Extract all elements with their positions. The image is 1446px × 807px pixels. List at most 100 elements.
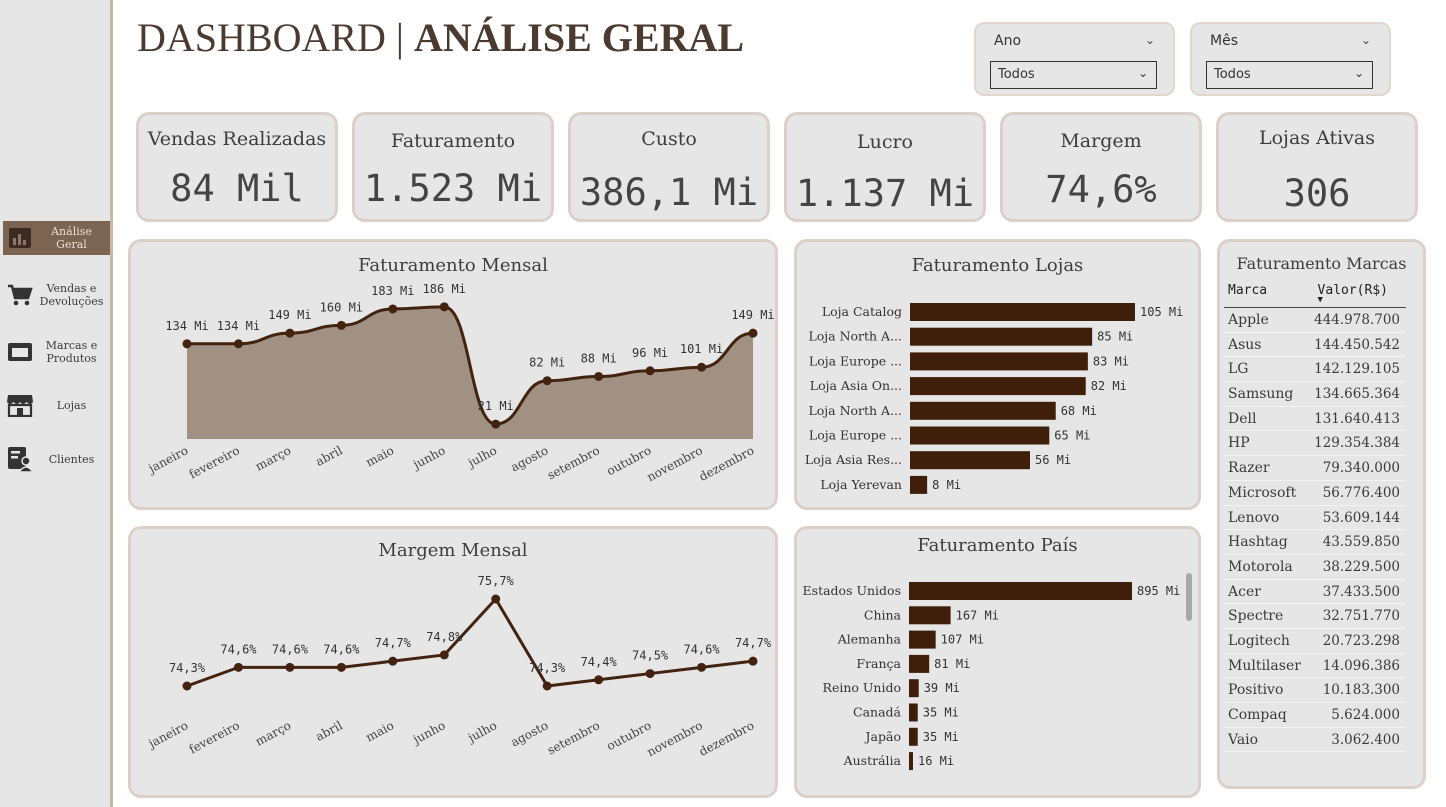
data-label: 74,7% <box>735 636 772 650</box>
brand-value-cell: 131.640.413 <box>1314 410 1400 427</box>
table-row[interactable]: Vaio 3.062.400 <box>1224 728 1406 753</box>
column-header-label: Valor(R$) <box>1317 283 1388 298</box>
table-row[interactable]: Lenovo 53.609.144 <box>1224 506 1406 531</box>
brand-name-cell: LG <box>1228 361 1249 378</box>
chart-faturamento-lojas: Faturamento Lojas Loja Catalog 105 Mi Loja… <box>797 242 1198 507</box>
column-header-marca[interactable]: Marca <box>1228 283 1268 298</box>
scrollbar[interactable] <box>1186 573 1192 621</box>
bar <box>909 654 930 673</box>
bar <box>909 679 919 698</box>
table-row[interactable]: Logitech 20.723.298 <box>1224 629 1406 654</box>
table-row[interactable]: Razer 79.340.000 <box>1224 456 1406 481</box>
brand-name-cell: Logitech <box>1228 632 1290 649</box>
x-tick-label: novembro <box>645 443 705 484</box>
kpi-vendas-realizadas: Vendas Realizadas 84 Mil <box>139 115 335 219</box>
sidebar-item-label: Clientes <box>48 452 95 466</box>
data-label: 74,7% <box>375 636 412 650</box>
brand-value-cell: 43.559.850 <box>1322 534 1400 551</box>
x-tick-label: abril <box>313 443 345 469</box>
chevron-down-icon[interactable]: ⌄ <box>1144 33 1155 47</box>
table-row[interactable]: Motorola 38.229.500 <box>1224 555 1406 580</box>
data-label: 85 Mi <box>1097 330 1133 344</box>
table-row[interactable]: Positivo 10.183.300 <box>1224 678 1406 703</box>
page-title-prefix: DASHBOARD | <box>137 15 414 60</box>
table-row[interactable]: Samsung 134.665.364 <box>1224 382 1406 407</box>
category-label: Alemanha <box>837 632 902 647</box>
data-point <box>748 328 758 338</box>
category-label: Reino Unido <box>823 680 901 695</box>
chart-faturamento-pais: Faturamento País Estados Unidos 895 Mi Chi… <box>797 529 1198 795</box>
bar <box>910 401 1056 420</box>
bar-chart-icon <box>3 228 37 248</box>
sidebar-item-clientes[interactable]: Clientes <box>3 442 110 476</box>
data-point <box>542 681 552 691</box>
filter-mes-select[interactable]: Todos ⌄ <box>1206 61 1373 89</box>
data-label: 101 Mi <box>680 342 723 356</box>
margem-mensal-plot: 74,3% janeiro 74,6% fevereiro 74,6% março 74,6… <box>145 574 772 759</box>
table-row[interactable]: Asus 144.450.542 <box>1224 333 1406 358</box>
kpi-custo: Custo 386,1 Mi <box>571 115 767 219</box>
filter-value: Todos <box>1214 67 1251 82</box>
data-label: 74,6% <box>323 642 360 656</box>
chevron-down-icon[interactable]: ⌄ <box>1360 33 1371 47</box>
table-row[interactable]: LG 142.129.105 <box>1224 357 1406 383</box>
table-row[interactable]: Multilaser 14.096.386 <box>1224 654 1406 679</box>
x-tick-label: maio <box>364 718 397 744</box>
chevron-down-icon: ⌄ <box>1137 66 1148 80</box>
data-label: 35 Mi <box>923 706 959 720</box>
table-row[interactable]: HP 129.354.384 <box>1224 431 1406 457</box>
bar <box>910 352 1088 371</box>
filter-ano[interactable]: Ano ⌄ Todos ⌄ <box>976 24 1173 94</box>
category-label: Loja Yerevan <box>820 477 902 492</box>
data-point <box>439 302 449 312</box>
table-row[interactable]: Microsoft 56.776.400 <box>1224 481 1406 506</box>
data-label: 74,3% <box>169 661 206 675</box>
table-row[interactable]: Dell 131.640.413 <box>1224 407 1406 432</box>
kpi-label: Margem <box>1060 130 1142 152</box>
category-label: Loja North A... <box>808 403 902 418</box>
x-tick-label: maio <box>364 443 397 469</box>
brand-name-cell: Lenovo <box>1228 509 1280 526</box>
kpi-label: Lucro <box>856 131 914 153</box>
table-row[interactable]: Acer 37.433.500 <box>1224 580 1406 605</box>
table-row[interactable]: Hashtag 43.559.850 <box>1224 530 1406 555</box>
data-point <box>594 675 604 685</box>
kpi-value: 1.137 Mi <box>795 172 975 215</box>
data-point <box>388 304 398 314</box>
filter-mes[interactable]: Mês ⌄ Todos ⌄ <box>1192 24 1389 94</box>
brand-name-cell: Multilaser <box>1228 657 1301 674</box>
table-row[interactable]: Apple 444.978.700 <box>1224 308 1406 333</box>
chart-title: Faturamento Mensal <box>358 255 548 276</box>
sidebar-item-lojas[interactable]: Lojas <box>3 388 110 422</box>
filter-ano-select[interactable]: Todos ⌄ <box>990 61 1157 89</box>
category-label: Japão <box>864 729 901 744</box>
data-point <box>439 650 449 660</box>
kpi-value: 1.523 Mi <box>363 167 543 210</box>
brand-name-cell: Hashtag <box>1228 534 1288 551</box>
data-point <box>336 662 346 672</box>
column-header-valor[interactable]: Valor(R$) ▼ <box>1317 283 1402 305</box>
series-line <box>186 597 754 688</box>
data-label: 8 Mi <box>932 478 961 492</box>
data-label: 74,4% <box>581 655 618 669</box>
table-row[interactable]: Compaq 5.624.000 <box>1224 703 1406 728</box>
category-label: Austrália <box>843 753 902 768</box>
area-fill <box>187 306 753 439</box>
chart-faturamento-mensal: Faturamento Mensal 134 Mi janeiro 134 Mi fe… <box>131 242 775 507</box>
sidebar-item-analise-geral[interactable]: Análise Geral <box>3 221 110 255</box>
bar <box>909 582 1132 600</box>
data-label: 39 Mi <box>924 681 960 695</box>
bar <box>909 606 951 625</box>
filter-value: Todos <box>998 67 1035 82</box>
table-row[interactable]: Spectre 32.751.770 <box>1224 604 1406 629</box>
data-label: 81 Mi <box>934 657 970 671</box>
sidebar-item-marcas-produtos[interactable]: Marcas e Produtos <box>3 335 110 369</box>
brand-value-cell: 53.609.144 <box>1322 509 1400 526</box>
sidebar-item-vendas-devolucoes[interactable]: Vendas e Devoluções <box>3 278 110 312</box>
bar <box>910 327 1093 346</box>
brand-name-cell: Apple <box>1228 312 1269 328</box>
kpi-lojas-ativas: Lojas Ativas 306 <box>1219 115 1415 219</box>
data-label: 134 Mi <box>165 319 208 333</box>
data-label: 167 Mi <box>956 608 999 622</box>
kpi-faturamento: Faturamento 1.523 Mi <box>355 115 551 219</box>
